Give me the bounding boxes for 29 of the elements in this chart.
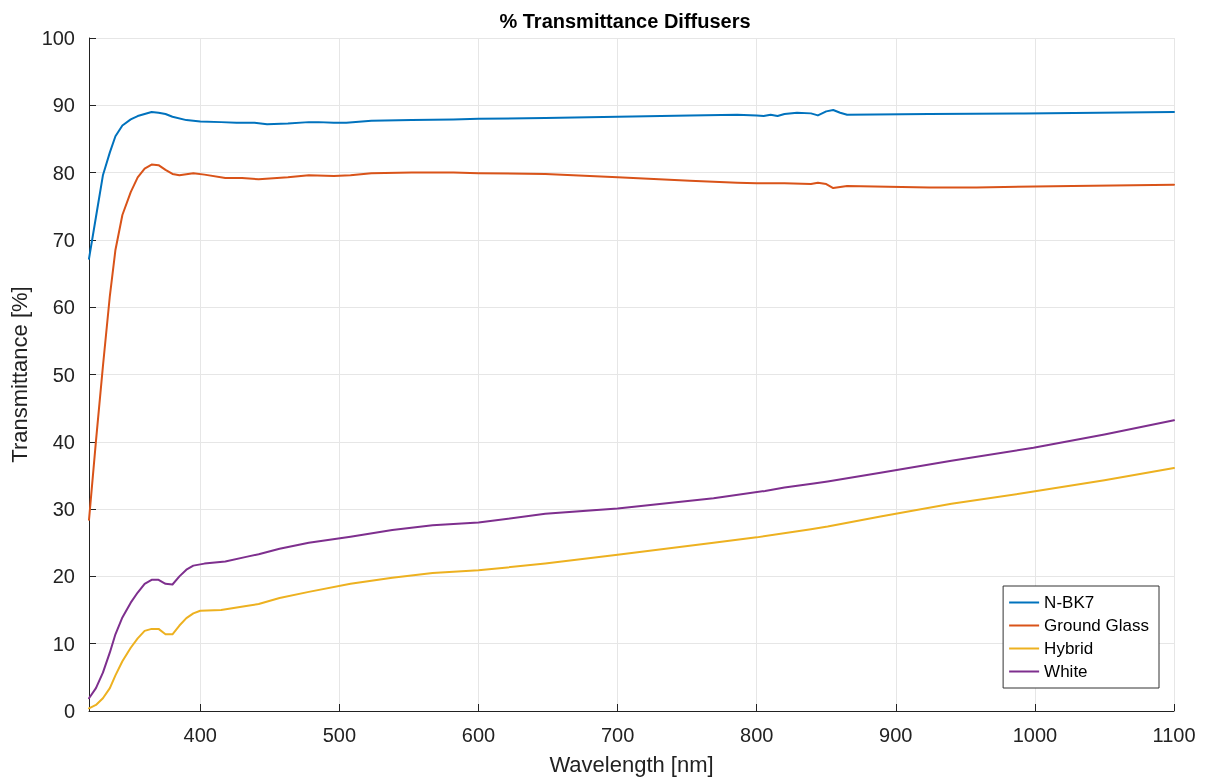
x-tick-label: 400 xyxy=(183,724,217,746)
y-tick-label: 70 xyxy=(52,228,75,251)
x-tick-label: 600 xyxy=(461,724,496,746)
y-tick-label: 10 xyxy=(52,632,75,655)
line-series xyxy=(88,109,1175,260)
y-tick-label: 80 xyxy=(52,161,75,184)
y-tick-label: 50 xyxy=(52,363,75,386)
legend-label: Ground Glass xyxy=(1044,616,1150,635)
x-tick-label: 500 xyxy=(322,724,357,746)
y-tick-label: 90 xyxy=(52,94,75,117)
x-tick-label: 1100 xyxy=(1152,724,1196,746)
line-series xyxy=(88,163,1175,521)
line-series xyxy=(88,419,1175,700)
y-tick-label: 20 xyxy=(52,565,75,588)
y-axis-title: Transmittance [%] xyxy=(7,286,33,463)
legend-label: N-BK7 xyxy=(1044,593,1095,612)
legend-label: Hybrid xyxy=(1044,639,1094,658)
x-tick-label: 800 xyxy=(740,724,774,746)
legend-label: White xyxy=(1044,662,1088,681)
y-tick-label: 60 xyxy=(52,296,75,319)
y-tick-label: 40 xyxy=(52,430,75,453)
y-tick-label: 0 xyxy=(63,700,75,722)
chart-title: % Transmittance Diffusers xyxy=(499,10,751,32)
y-tick-label: 100 xyxy=(41,27,75,49)
x-tick-label: 1000 xyxy=(1012,724,1058,746)
x-tick-label: 700 xyxy=(600,724,635,746)
x-tick-label: 900 xyxy=(879,724,913,746)
y-tick-label: 30 xyxy=(52,498,75,521)
x-axis-title: Wavelength [nm] xyxy=(549,751,714,777)
